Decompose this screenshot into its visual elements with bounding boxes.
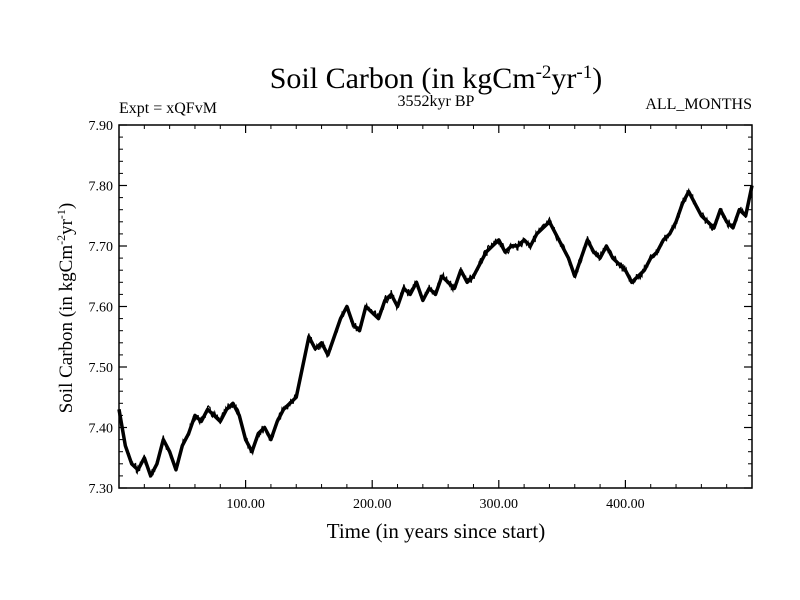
soil-carbon-series-line xyxy=(117,185,754,478)
x-axis-ticks: 100.00 200.00 300.00 400.00 xyxy=(143,125,728,512)
experiment-label: Expt = xQFvM xyxy=(119,100,217,117)
plot-frame xyxy=(118,124,753,489)
x-tick-label: 400.00 xyxy=(606,497,645,512)
x-tick-label: 100.00 xyxy=(226,497,265,512)
y-tick-label: 7.90 xyxy=(89,119,114,134)
y-tick-label: 7.70 xyxy=(89,240,114,255)
x-axis-label: Time (in years since start) xyxy=(327,519,546,543)
y-tick-label: 7.40 xyxy=(89,422,114,437)
soil-carbon-series-noise xyxy=(118,187,752,479)
period-label: 3552kyr BP xyxy=(398,93,475,110)
x-tick-label: 300.00 xyxy=(480,497,519,512)
months-label: ALL_MONTHS xyxy=(645,96,752,113)
x-tick-label: 200.00 xyxy=(353,497,392,512)
y-tick-label: 7.30 xyxy=(89,482,114,497)
y-axis-ticks: 7.30 7.40 7.50 7.60 7.70 7.80 7.90 xyxy=(89,119,752,497)
y-axis-label: Soil Carbon (in kgCm-2yr-1) xyxy=(54,203,77,414)
y-tick-label: 7.80 xyxy=(89,180,114,195)
chart-title: Soil Carbon (in kgCm-2yr-1) xyxy=(270,62,603,96)
y-tick-label: 7.60 xyxy=(89,301,114,316)
y-tick-label: 7.50 xyxy=(89,361,114,376)
